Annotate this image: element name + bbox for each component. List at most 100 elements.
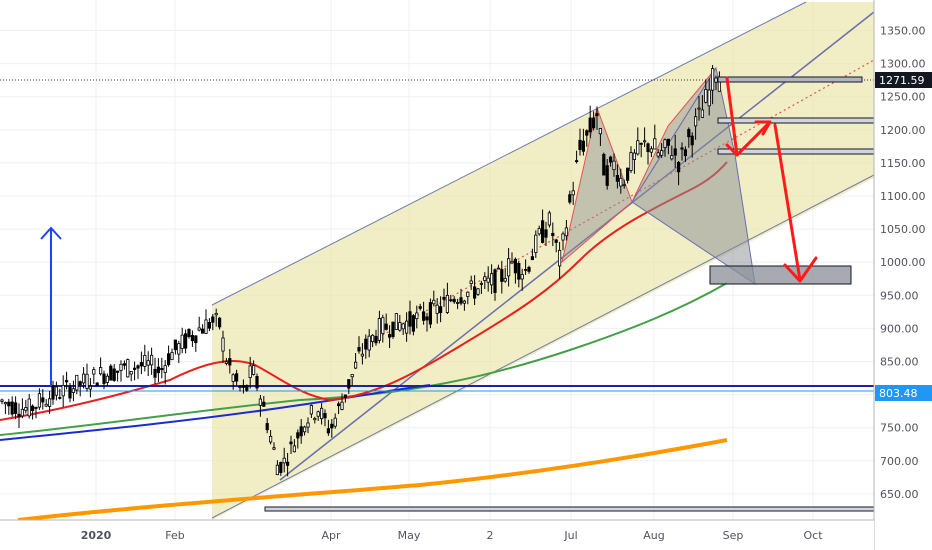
- candle[interactable]: [595, 106, 599, 130]
- candle[interactable]: [313, 416, 317, 424]
- moving-average-red[interactable]: [0, 161, 728, 421]
- candle[interactable]: [547, 210, 552, 228]
- candle[interactable]: [78, 380, 82, 397]
- candle[interactable]: [544, 221, 548, 247]
- candle[interactable]: [336, 401, 341, 415]
- candle[interactable]: [85, 363, 89, 392]
- candle[interactable]: [0, 398, 4, 405]
- candle[interactable]: [609, 155, 613, 167]
- candle[interactable]: [289, 435, 293, 454]
- candle[interactable]: [704, 79, 708, 104]
- resistance-box-mid[interactable]: [717, 117, 875, 124]
- candle[interactable]: [517, 260, 521, 288]
- moving-average-orange[interactable]: [17, 438, 728, 522]
- candle[interactable]: [660, 143, 664, 159]
- candle[interactable]: [92, 366, 96, 384]
- candle[interactable]: [102, 370, 106, 390]
- candle[interactable]: [65, 371, 69, 390]
- candle[interactable]: [670, 145, 674, 161]
- candle[interactable]: [88, 377, 92, 398]
- candle[interactable]: [711, 64, 715, 105]
- candle[interactable]: [489, 264, 494, 295]
- candle[interactable]: [629, 146, 633, 174]
- candle[interactable]: [323, 409, 327, 427]
- candle[interactable]: [479, 280, 484, 294]
- candle[interactable]: [207, 318, 211, 332]
- candle[interactable]: [541, 209, 545, 244]
- candle[interactable]: [697, 95, 701, 121]
- candle[interactable]: [425, 312, 429, 332]
- candle[interactable]: [398, 314, 402, 332]
- candle[interactable]: [156, 358, 160, 383]
- bottom-range-box[interactable]: [264, 506, 875, 512]
- candle[interactable]: [415, 305, 419, 329]
- candle[interactable]: [537, 225, 541, 236]
- candle[interactable]: [438, 296, 443, 323]
- candle[interactable]: [513, 257, 518, 284]
- candle[interactable]: [163, 360, 167, 385]
- candle[interactable]: [391, 321, 395, 339]
- candle[interactable]: [626, 167, 630, 184]
- candle[interactable]: [605, 158, 609, 190]
- candle[interactable]: [292, 439, 297, 453]
- candle[interactable]: [217, 317, 222, 330]
- candle[interactable]: [677, 160, 681, 186]
- candle[interactable]: [455, 298, 460, 310]
- candle[interactable]: [663, 138, 667, 157]
- candle[interactable]: [602, 152, 606, 176]
- candle[interactable]: [68, 383, 72, 403]
- candle[interactable]: [381, 314, 385, 343]
- candle[interactable]: [687, 127, 691, 148]
- candle[interactable]: [694, 108, 698, 140]
- candle[interactable]: [653, 124, 657, 150]
- candle[interactable]: [99, 357, 103, 376]
- candle[interactable]: [194, 335, 198, 352]
- candle[interactable]: [177, 340, 181, 364]
- candle[interactable]: [520, 268, 524, 291]
- candle[interactable]: [132, 361, 137, 381]
- candle[interactable]: [17, 403, 21, 428]
- channel-upper-line[interactable]: [211, 1, 807, 306]
- candle[interactable]: [387, 325, 392, 349]
- candle[interactable]: [418, 303, 422, 311]
- candle[interactable]: [615, 164, 620, 189]
- candle[interactable]: [282, 447, 286, 473]
- candle[interactable]: [234, 369, 239, 386]
- candle[interactable]: [153, 357, 157, 384]
- candle[interactable]: [129, 371, 133, 382]
- candle[interactable]: [459, 288, 463, 306]
- candle[interactable]: [82, 367, 86, 389]
- price-candles[interactable]: [0, 64, 722, 477]
- red-projection-arrows[interactable]: [725, 76, 818, 283]
- candle[interactable]: [476, 287, 480, 296]
- candle[interactable]: [707, 78, 711, 116]
- candle[interactable]: [200, 324, 205, 334]
- candle[interactable]: [340, 393, 344, 411]
- candle[interactable]: [558, 241, 562, 279]
- candle[interactable]: [285, 452, 290, 477]
- candle[interactable]: [666, 138, 671, 155]
- candle[interactable]: [173, 339, 177, 355]
- candle[interactable]: [421, 301, 426, 325]
- candle[interactable]: [224, 357, 228, 366]
- candle[interactable]: [656, 149, 660, 159]
- candle[interactable]: [571, 181, 575, 205]
- candle[interactable]: [214, 308, 218, 327]
- candle[interactable]: [561, 231, 565, 251]
- candle[interactable]: [204, 309, 208, 334]
- candle[interactable]: [279, 461, 283, 476]
- candle[interactable]: [326, 419, 331, 436]
- candle[interactable]: [306, 417, 310, 434]
- candle[interactable]: [41, 389, 45, 410]
- candle[interactable]: [452, 296, 456, 304]
- candle[interactable]: [166, 345, 171, 367]
- candle[interactable]: [472, 275, 477, 306]
- candle[interactable]: [10, 396, 14, 417]
- candle[interactable]: [581, 128, 586, 156]
- candle[interactable]: [639, 142, 643, 158]
- candle[interactable]: [248, 356, 252, 389]
- candle[interactable]: [435, 298, 439, 324]
- candle[interactable]: [360, 343, 365, 365]
- candle[interactable]: [95, 382, 99, 387]
- candle[interactable]: [333, 413, 337, 429]
